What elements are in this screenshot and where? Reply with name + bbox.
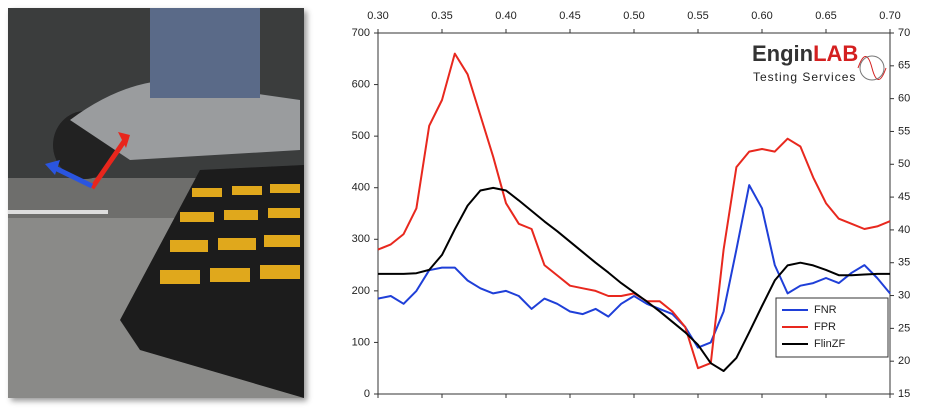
x-tick-label: 0.40 <box>495 10 516 22</box>
logo-subtitle: Testing Services <box>753 70 856 84</box>
series-line <box>378 186 890 372</box>
x-tick-label: 0.30 <box>367 10 388 22</box>
y-tick-label: 500 <box>352 130 370 142</box>
legend-label: FPR <box>814 321 836 333</box>
logo: EnginLAB <box>752 41 858 66</box>
y-tick-label: 300 <box>352 233 370 245</box>
y-tick-label: 600 <box>352 78 370 90</box>
y-tick-label: 400 <box>352 182 370 194</box>
y2-tick-label: 60 <box>898 93 910 105</box>
legend-label: FlinZF <box>814 338 845 350</box>
y2-tick-label: 70 <box>898 27 910 39</box>
y2-tick-label: 65 <box>898 60 910 72</box>
photo <box>8 8 304 398</box>
logo-wave <box>857 56 887 80</box>
x-tick-label: 0.35 <box>431 10 452 22</box>
y2-tick-label: 25 <box>898 322 910 334</box>
y2-tick-label: 45 <box>898 191 910 203</box>
y2-tick-label: 55 <box>898 125 910 137</box>
series-line <box>377 184 891 349</box>
y2-tick-label: 40 <box>898 224 910 236</box>
y2-tick-label: 15 <box>898 388 910 400</box>
y2-tick-label: 30 <box>898 289 910 301</box>
y2-tick-label: 35 <box>898 257 910 269</box>
x-tick-label: 0.65 <box>815 10 836 22</box>
legend-label: FNR <box>814 304 837 316</box>
x-tick-label: 0.55 <box>687 10 708 22</box>
y-tick-label: 200 <box>352 285 370 297</box>
y-tick-label: 0 <box>364 388 370 400</box>
x-tick-label: 0.45 <box>559 10 580 22</box>
logo-circle <box>859 55 885 81</box>
y2-tick-label: 20 <box>898 355 910 367</box>
y-tick-label: 100 <box>352 336 370 348</box>
x-tick-label: 0.50 <box>623 10 644 22</box>
y2-tick-label: 50 <box>898 158 910 170</box>
y-tick-label: 700 <box>352 27 370 39</box>
x-tick-label: 0.70 <box>879 10 900 22</box>
x-tick-label: 0.60 <box>751 10 772 22</box>
